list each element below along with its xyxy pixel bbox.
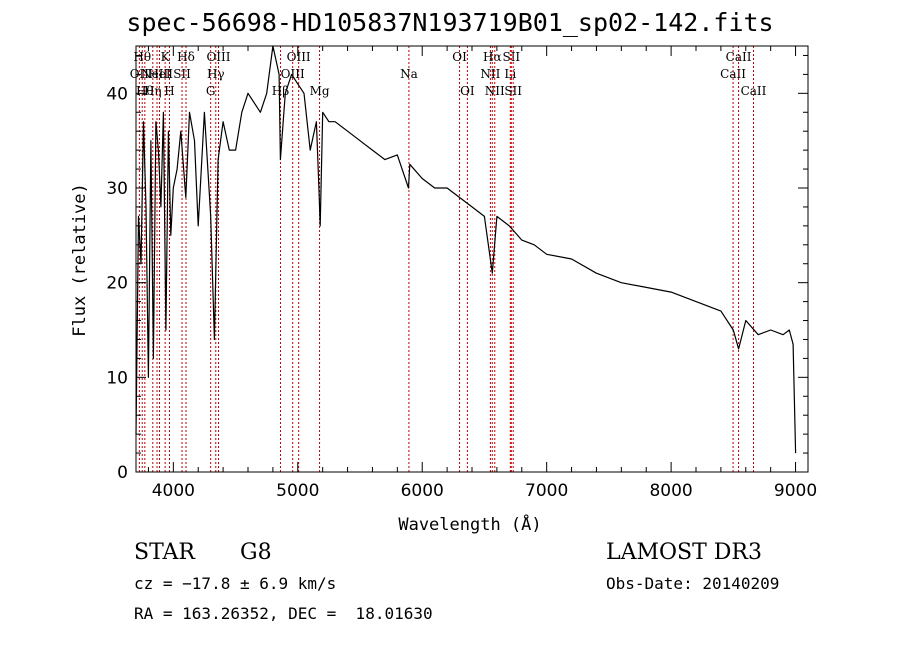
spectral-line-label-22: NII <box>485 84 505 98</box>
series-flux-line <box>135 45 797 454</box>
x-tick-label-4: 8000 <box>649 481 692 501</box>
x-tick-label-0: 4000 <box>152 481 195 501</box>
spectral-line-label-27: CaII <box>726 50 752 64</box>
y-tick-label-4: 40 <box>106 84 128 104</box>
x-axis-label: Wavelength (Å) <box>398 513 541 535</box>
chart-title: spec-56698-HD105837N193719B01_sp02-142.f… <box>126 8 774 37</box>
spectral-line-label-17: Na <box>400 67 418 81</box>
spectral-line-label-25: SII <box>504 84 522 98</box>
spectral-line-label-8: SII <box>173 67 191 81</box>
y-tick-label-3: 30 <box>106 179 128 199</box>
spectral-line-label-12: OIII <box>206 50 230 64</box>
spectral-line-label-2: Hθ <box>136 84 154 98</box>
spectral-line-label-20: NII <box>480 67 500 81</box>
y-tick-label-0: 0 <box>117 463 128 483</box>
spectral-line-markers: OIIHθHθHηNeIIIHeIKHSIIHδGHγOIIIHβOIIIOII… <box>130 46 767 472</box>
spectral-line-label-11: Hγ <box>207 67 225 81</box>
plot-area <box>135 45 809 473</box>
obs-date: Obs-Date: 20140209 <box>606 574 780 593</box>
x-tick-label-3: 7000 <box>525 481 568 501</box>
y-tick-label-1: 10 <box>106 368 128 388</box>
spectral-line-label-15: OIII <box>287 50 311 64</box>
survey-name: LAMOST DR3 <box>606 540 762 565</box>
object-subclass: G8 <box>240 540 272 565</box>
spectral-line-label-5: HeI <box>148 67 171 81</box>
x-tick-label-1: 5000 <box>276 481 319 501</box>
spectral-line-label-14: OIII <box>281 67 305 81</box>
plot-frame <box>135 45 809 473</box>
spectral-line-label-21: Hα <box>483 50 502 64</box>
spectral-line-label-7: H <box>164 84 174 98</box>
spectral-line-label-18: OI <box>452 50 467 64</box>
spectral-line-label-10: G <box>206 84 216 98</box>
spectral-line-label-24: SII <box>502 50 520 64</box>
y-tick-label-2: 20 <box>106 274 128 294</box>
spectral-line-label-3: Hη <box>144 84 162 98</box>
spectral-line-label-26: CaII <box>720 67 746 81</box>
spectral-line-label-9: Hδ <box>177 50 195 64</box>
x-tick-label-2: 6000 <box>401 481 444 501</box>
spectral-line-label-16: Mg <box>310 84 330 98</box>
x-tick-label-5: 9000 <box>774 481 817 501</box>
object-class: STAR <box>134 540 195 565</box>
y-axis-label: Flux (relative) <box>70 183 90 337</box>
spectral-line-label-6: K <box>161 50 171 64</box>
spectral-line-label-19: OI <box>460 84 475 98</box>
spectral-line-label-1: Hθ <box>133 50 151 64</box>
coordinates: RA = 163.26352, DEC = 18.01630 <box>134 604 433 623</box>
axis-ticks: 4000 5000 6000 7000 8000 9000 0 10 20 30 40 <box>106 46 817 501</box>
spectral-line-label-28: CaII <box>741 84 767 98</box>
spectral-line-label-23: Li <box>504 67 516 81</box>
redshift-cz: cz = −17.8 ± 6.9 km/s <box>134 574 337 593</box>
